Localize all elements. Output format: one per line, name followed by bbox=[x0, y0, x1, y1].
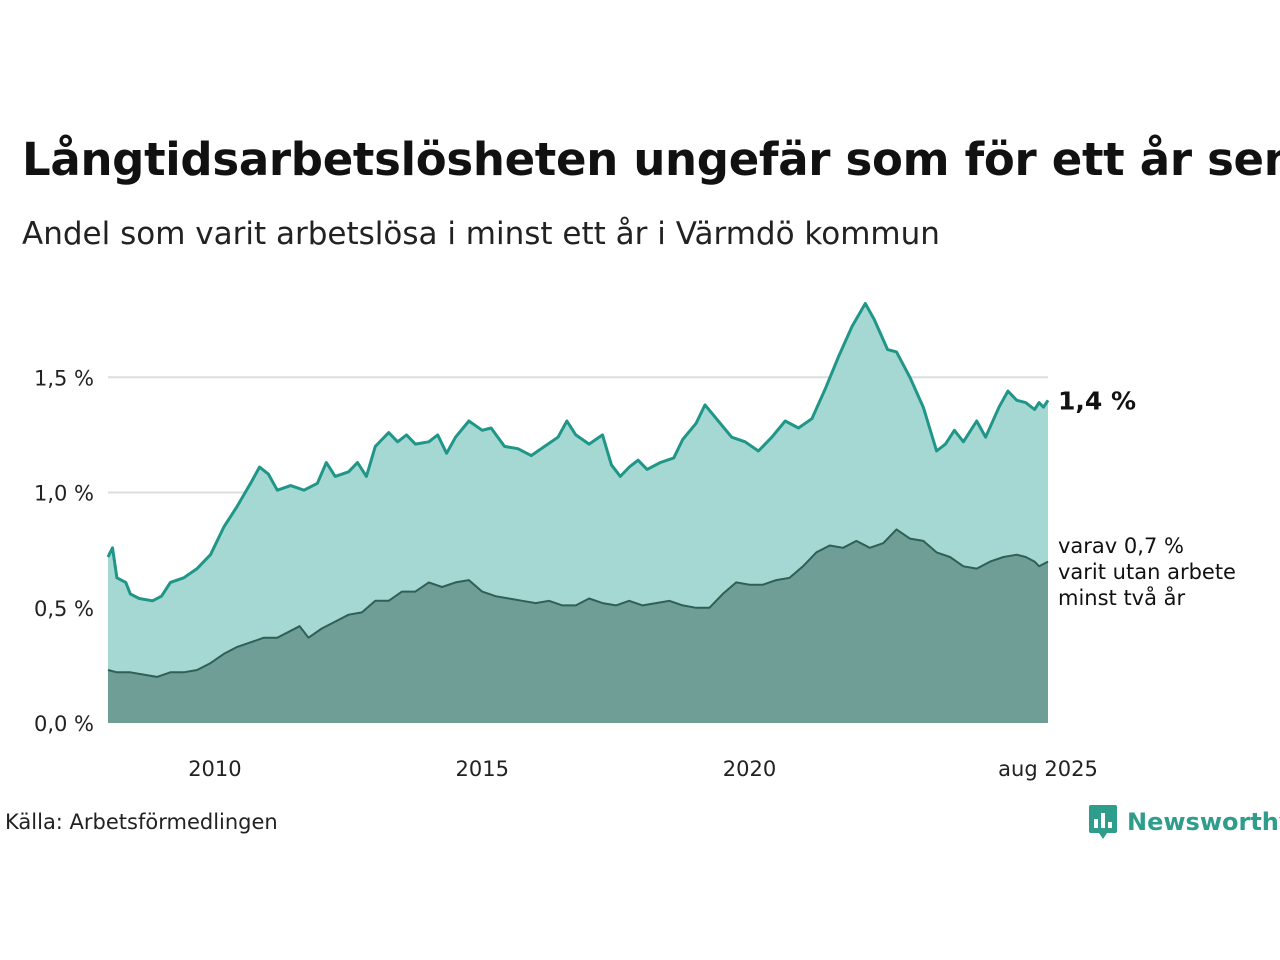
y-tick-label: 1,0 % bbox=[34, 482, 94, 506]
series-areas bbox=[106, 302, 1050, 723]
series-end-label: 1,4 % bbox=[1058, 386, 1136, 415]
brand-logo: Newsworthy bbox=[1088, 804, 1280, 840]
series-line-1 bbox=[106, 302, 1050, 603]
series-sub-label: minst två år bbox=[1058, 585, 1186, 610]
chart-subtitle: Andel som varit arbetslösa i minst ett å… bbox=[22, 216, 940, 252]
x-tick-label: 2010 bbox=[188, 757, 241, 781]
x-axis: 2010 2015 2020 aug 2025 bbox=[188, 757, 1098, 781]
y-axis: 0,0 % 0,5 % 1,0 % 1,5 % bbox=[34, 366, 94, 736]
y-tick-label: 1,5 % bbox=[34, 366, 94, 390]
x-tick-label: aug 2025 bbox=[998, 757, 1098, 781]
series-sub-label: varav 0,7 % bbox=[1058, 534, 1184, 558]
y-tick-label: 0,0 % bbox=[34, 712, 94, 736]
x-tick-label: 2015 bbox=[455, 757, 508, 781]
y-tick-label: 0,5 % bbox=[34, 597, 94, 621]
newsworthy-logo-icon bbox=[1089, 805, 1117, 839]
source-note: Källa: Arbetsförmedlingen bbox=[5, 810, 278, 834]
series-sub-label: varit utan arbete bbox=[1058, 560, 1236, 584]
chart-title: Långtidsarbetslösheten ungefär som för e… bbox=[22, 133, 1280, 186]
series-line-2 bbox=[107, 528, 1049, 678]
series-area-2 bbox=[108, 529, 1048, 723]
x-tick-label: 2020 bbox=[723, 757, 776, 781]
brand-name: Newsworthy bbox=[1127, 808, 1280, 836]
